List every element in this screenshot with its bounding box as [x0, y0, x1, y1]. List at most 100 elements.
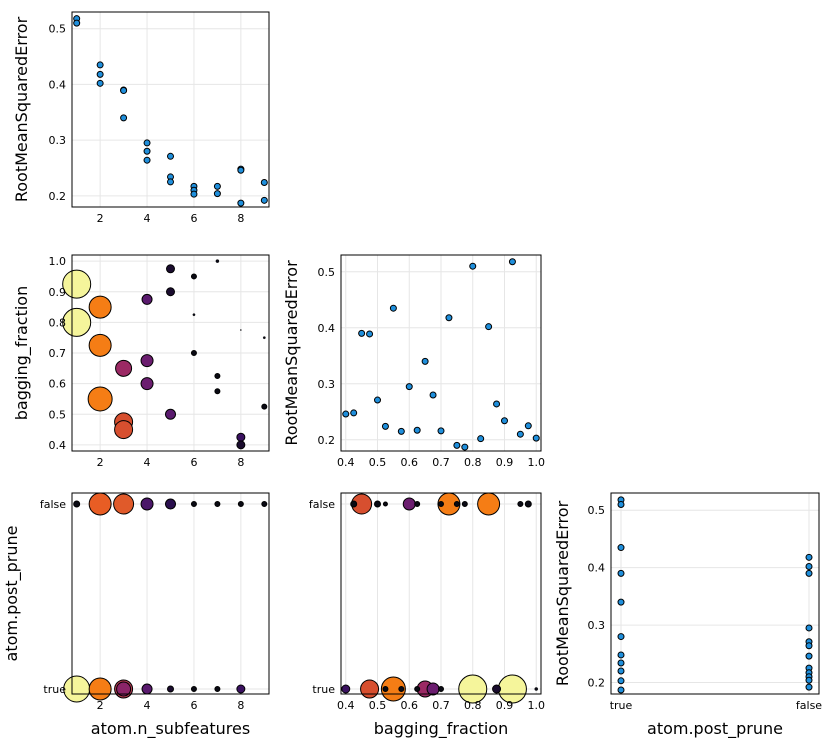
- data-point: [453, 441, 461, 449]
- data-point: [114, 420, 134, 440]
- data-point: [190, 190, 198, 198]
- data-point: [414, 686, 421, 692]
- x-tick-label: 0.6: [401, 699, 419, 712]
- data-point: [617, 544, 625, 552]
- data-point: [141, 683, 153, 695]
- data-point: [405, 383, 413, 391]
- data-point: [805, 563, 813, 571]
- data-point: [469, 262, 477, 270]
- data-point: [236, 440, 246, 450]
- y-tick-label: 0.4: [49, 78, 67, 91]
- data-point: [237, 166, 245, 174]
- data-point: [532, 434, 540, 442]
- axes-frame: [71, 492, 270, 695]
- y-tick-label: 0.5: [318, 266, 336, 279]
- data-point: [260, 178, 268, 186]
- data-point: [380, 676, 406, 702]
- x-tick-label: 8: [237, 456, 244, 469]
- y-axis-label: bagging_fraction: [12, 286, 32, 420]
- data-point: [805, 624, 813, 632]
- x-tick-label: 6: [190, 699, 197, 712]
- data-point: [88, 492, 112, 516]
- x-tick-label: 0.9: [496, 456, 514, 469]
- x-tick-label: 0.9: [496, 699, 514, 712]
- x-tick-label: 4: [144, 212, 151, 225]
- data-point: [214, 372, 221, 379]
- data-point: [360, 679, 380, 699]
- data-point: [88, 677, 112, 701]
- data-point: [213, 190, 221, 198]
- x-tick-label: 0.8: [464, 699, 482, 712]
- data-point: [421, 357, 429, 365]
- data-point: [517, 501, 524, 507]
- data-point: [366, 330, 374, 338]
- data-point: [617, 659, 625, 667]
- data-point: [374, 396, 382, 404]
- x-tick-label: 8: [237, 699, 244, 712]
- data-point: [461, 501, 468, 507]
- y-tick-label: 0.7: [49, 347, 67, 360]
- x-tick-label: 4: [144, 456, 151, 469]
- data-point: [358, 329, 366, 337]
- data-point: [167, 685, 174, 693]
- data-point: [141, 293, 153, 305]
- y-tick-label: true: [312, 683, 335, 696]
- data-point: [350, 500, 358, 508]
- panel-middle-left: 2 4 6 8 0.4 0.5 0.6 0.7 0.8 0.9 1.0 bagging_fractio…: [12, 254, 270, 469]
- panel-bottom-right: true false 0.2 0.3 0.4 0.5 atom.post_prune Root…: [553, 492, 822, 739]
- data-point: [237, 501, 244, 507]
- x-axis-label: bagging_fraction: [374, 719, 508, 739]
- data-point: [414, 501, 421, 507]
- x-tick-label: 1.0: [527, 699, 545, 712]
- data-point: [236, 432, 246, 442]
- data-point: [88, 333, 112, 357]
- x-tick-label: 0.6: [401, 456, 419, 469]
- data-point: [617, 633, 625, 641]
- data-point: [805, 642, 813, 650]
- x-tick-label: 0.7: [432, 699, 450, 712]
- x-tick-label: 0.4: [337, 456, 355, 469]
- data-point: [492, 684, 502, 694]
- data-point: [192, 313, 196, 317]
- data-point: [214, 686, 221, 692]
- data-point: [381, 422, 389, 430]
- data-point: [341, 684, 351, 694]
- y-tick-label: false: [309, 498, 335, 511]
- data-point: [438, 501, 444, 507]
- y-tick-label: 0.2: [49, 190, 67, 203]
- x-tick-label: true: [610, 699, 633, 712]
- data-point: [429, 391, 437, 399]
- data-point: [805, 676, 813, 684]
- y-axis-label: atom.post_prune: [2, 526, 22, 662]
- y-tick-label: 0.4: [49, 439, 67, 452]
- data-point: [261, 403, 268, 410]
- data-point: [63, 675, 91, 703]
- data-point: [73, 19, 81, 27]
- data-point: [73, 500, 81, 508]
- data-point: [617, 667, 625, 675]
- data-point: [88, 295, 112, 319]
- x-tick-label: 0.8: [464, 456, 482, 469]
- data-point: [445, 314, 453, 322]
- data-point: [140, 354, 154, 368]
- x-tick-label: 1.0: [527, 456, 545, 469]
- y-tick-label: 0.9: [49, 286, 67, 299]
- data-point: [143, 147, 151, 155]
- y-tick-label: 0.3: [49, 134, 67, 147]
- axes-frame: [71, 11, 270, 208]
- panel-bottom-left: 2 4 6 8 true false atom.n_subfeatures atom.post…: [2, 492, 270, 739]
- data-point: [62, 307, 92, 337]
- data-point: [350, 409, 358, 417]
- y-tick-label: false: [40, 498, 66, 511]
- data-point: [382, 501, 388, 507]
- panel-bottom-center: 0.4 0.5 0.6 0.7 0.8 0.9 1.0 true false bagging_fr…: [309, 492, 545, 739]
- data-point: [805, 652, 813, 660]
- data-point: [617, 651, 625, 659]
- data-point: [458, 674, 488, 704]
- y-axis-label: RootMeanSquaredError: [12, 16, 31, 202]
- y-tick-label: 0.3: [588, 619, 606, 632]
- y-axis-label: RootMeanSquaredError: [282, 260, 301, 446]
- data-point: [190, 686, 197, 692]
- data-point: [120, 114, 128, 122]
- y-tick-label: 0.5: [49, 408, 67, 421]
